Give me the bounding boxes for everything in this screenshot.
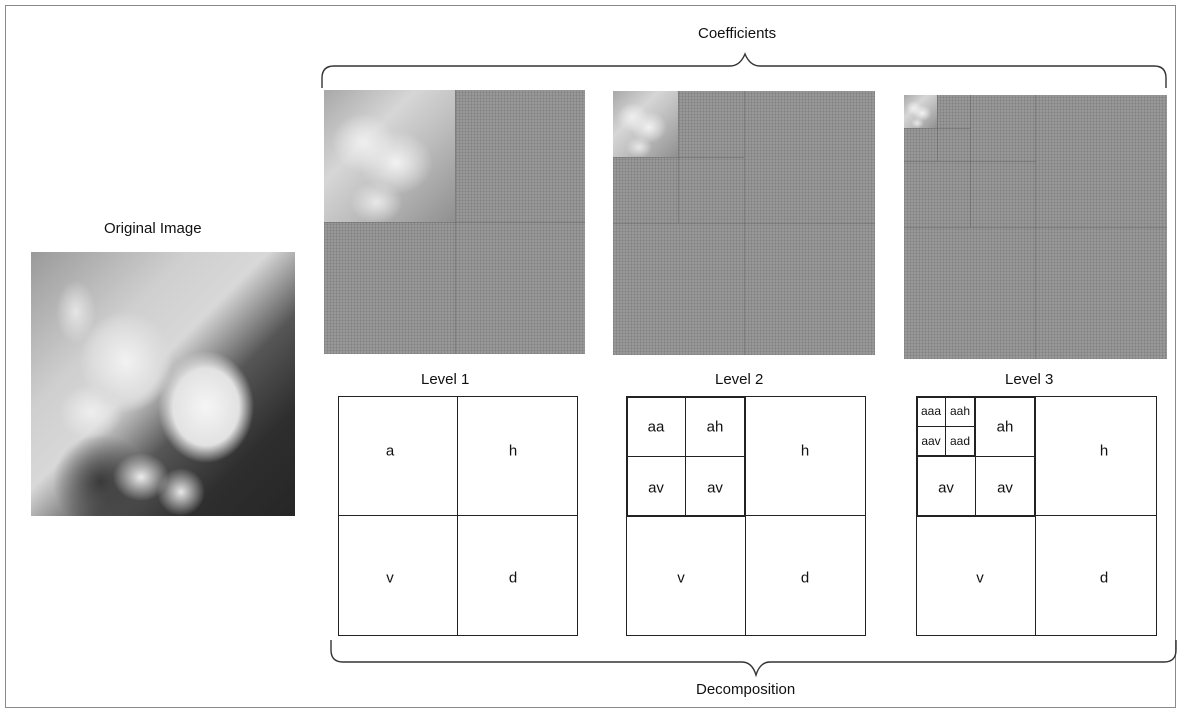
- coefficients-brace: [321, 52, 1167, 88]
- label-ah: ah: [706, 418, 724, 436]
- approximation-subband: [324, 90, 455, 222]
- subband-divider: [970, 95, 971, 227]
- level-2-label: Level 2: [715, 371, 764, 388]
- coefficients-title: Coefficients: [698, 25, 777, 42]
- approximation-subband: [613, 91, 678, 157]
- cell-a: [338, 396, 458, 516]
- approximation-subband: [904, 95, 937, 128]
- subband-divider: [904, 161, 1036, 162]
- coefficients-level-2-image: [613, 91, 875, 355]
- label-v: v: [677, 569, 685, 587]
- cell-av-right: [685, 456, 746, 517]
- label-aah: aah: [949, 404, 971, 418]
- cell-v: [626, 515, 746, 636]
- label-h: h: [800, 442, 810, 460]
- cell-h: [457, 396, 578, 516]
- label-d: d: [800, 569, 810, 587]
- subband-divider: [613, 223, 875, 224]
- subband-divider: [937, 95, 938, 161]
- label-a: a: [385, 442, 395, 460]
- decomposition-brace: [330, 640, 1177, 678]
- level-1-label: Level 1: [421, 371, 470, 388]
- original-image: [31, 252, 295, 516]
- decomposition-title: Decomposition: [696, 681, 796, 698]
- label-av: av: [997, 479, 1013, 497]
- subband-divider: [1035, 95, 1036, 359]
- label-av: av: [648, 479, 664, 497]
- subband-divider: [904, 227, 1167, 228]
- cell-v: [338, 515, 458, 636]
- subband-divider: [904, 128, 970, 129]
- label-av: av: [938, 479, 954, 497]
- label-v: v: [386, 569, 394, 587]
- coefficients-level-3-image: [904, 95, 1167, 359]
- subband-divider: [455, 90, 456, 354]
- subband-divider: [324, 222, 585, 223]
- label-h: h: [508, 442, 518, 460]
- label-ah: ah: [996, 418, 1014, 436]
- label-d: d: [1099, 569, 1109, 587]
- level-3-label: Level 3: [1005, 371, 1054, 388]
- label-aav: aav: [921, 434, 941, 448]
- coefficients-level-1-image: [324, 90, 585, 354]
- figure-frame: [5, 5, 1176, 708]
- label-v: v: [976, 569, 984, 587]
- subband-divider: [744, 91, 745, 355]
- subband-divider: [613, 157, 744, 158]
- label-av: av: [707, 479, 723, 497]
- subband-divider: [678, 91, 679, 223]
- label-h: h: [1099, 442, 1109, 460]
- cell-aad: [945, 426, 976, 457]
- label-aad: aad: [949, 434, 971, 448]
- label-aaa: aaa: [920, 404, 942, 418]
- original-image-title: Original Image: [104, 220, 202, 237]
- cell-aaa: [916, 396, 946, 427]
- cell-aa: [626, 396, 686, 457]
- label-aa: aa: [647, 418, 665, 436]
- cell-h: [1035, 396, 1157, 516]
- label-d: d: [508, 569, 518, 587]
